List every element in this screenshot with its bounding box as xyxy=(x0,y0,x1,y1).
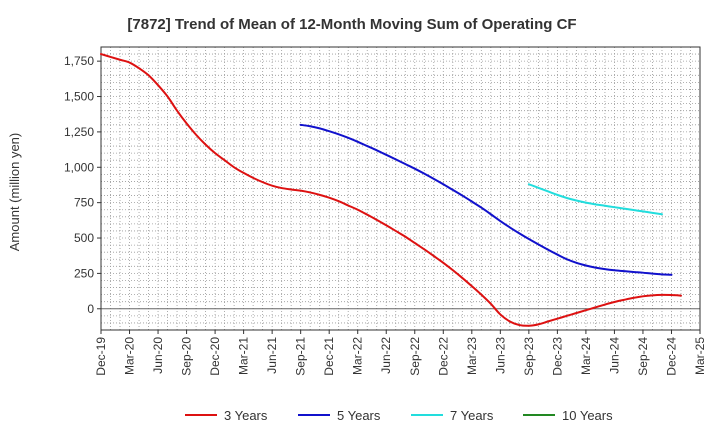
x-tick-label: Sep-23 xyxy=(522,337,536,376)
x-tick-label: Jun-23 xyxy=(493,337,507,374)
legend-label-10-years: 10 Years xyxy=(562,408,613,423)
x-tick-label: Sep-24 xyxy=(636,337,650,376)
x-tick-label: Dec-23 xyxy=(550,337,564,376)
x-tick-label: Jun-22 xyxy=(379,337,393,374)
y-tick-label: 500 xyxy=(74,231,94,245)
x-tick-label: Jun-21 xyxy=(265,337,279,374)
x-tick-label: Mar-21 xyxy=(237,337,251,375)
x-tick-label: Mar-20 xyxy=(123,337,137,375)
chart-title: [7872] Trend of Mean of 12-Month Moving … xyxy=(127,16,576,33)
x-tick-label: Sep-20 xyxy=(180,337,194,376)
series-line-5-years xyxy=(299,123,673,276)
y-tick-label: 1,250 xyxy=(64,125,94,139)
x-tick-label: Mar-23 xyxy=(465,337,479,375)
plot-background xyxy=(101,47,700,330)
x-tick-label: Mar-22 xyxy=(351,337,365,375)
legend-label-7-years: 7 Years xyxy=(450,408,494,423)
x-tick-label: Dec-24 xyxy=(664,337,678,376)
x-tick-label: Jun-20 xyxy=(151,337,165,374)
x-tick-label: Sep-21 xyxy=(294,337,308,376)
y-tick-label: 250 xyxy=(74,266,94,280)
y-tick-label: 750 xyxy=(74,196,94,210)
plot-border xyxy=(100,46,701,331)
y-tick-label: 1,750 xyxy=(64,54,94,68)
x-tick-label: Jun-24 xyxy=(607,337,621,374)
x-tick-label: Dec-19 xyxy=(94,337,108,376)
legend-label-3-years: 3 Years xyxy=(224,408,268,423)
series-line-7-years xyxy=(527,183,663,216)
x-tick-label: Mar-24 xyxy=(579,337,593,375)
y-axis-label: Amount (million yen) xyxy=(7,133,22,252)
y-tick-label: 0 xyxy=(87,302,94,316)
x-tick-label: Dec-22 xyxy=(436,337,450,376)
x-tick-label: Dec-20 xyxy=(208,337,222,376)
series-line-3-years xyxy=(100,53,682,327)
y-tick-label: 1,000 xyxy=(64,160,94,174)
legend: 3 Years 5 Years 7 Years 10 Years xyxy=(185,408,613,423)
y-tick-label: 1,500 xyxy=(64,90,94,104)
x-tick-label: Mar-25 xyxy=(693,337,707,375)
plot-area: 0 250 500 750 1,000 1,250 1,500 1,750 Dec-19 Mar-… xyxy=(64,46,707,376)
x-tick-label: Dec-21 xyxy=(322,337,336,376)
legend-label-5-years: 5 Years xyxy=(337,408,381,423)
x-tick-label: Sep-22 xyxy=(408,337,422,376)
